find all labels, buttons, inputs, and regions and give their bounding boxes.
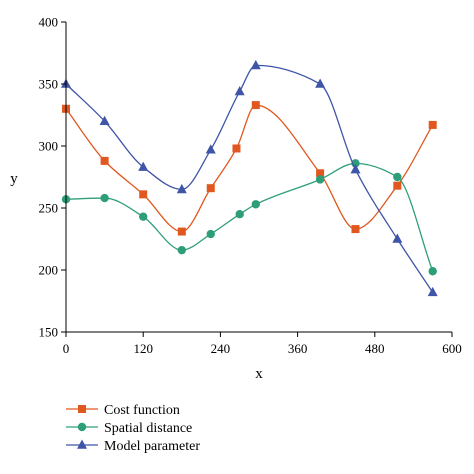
data-point-square [139,190,148,199]
x-axis-label: x [255,366,263,382]
data-point-square [100,156,109,165]
series-line [65,64,434,293]
data-point-circle [428,267,437,276]
y-tick-label: 150 [39,325,59,340]
data-point-square [177,227,186,236]
data-point-circle [235,210,244,219]
data-point-triangle [234,85,245,96]
data-point-triangle [350,164,361,174]
data-point-square [428,120,437,129]
data-point-square [251,101,260,110]
legend: Cost function Spatial distance Model param… [66,403,200,454]
x-tick-label: 0 [63,341,70,356]
series-line [65,162,434,272]
data-point-circle [139,212,148,221]
y-tick-label: 250 [39,201,59,216]
y-tick-label: 400 [39,15,59,30]
y-tick-label: 300 [39,139,59,154]
data-point-triangle [250,59,261,70]
legend-item-cost-function: Cost function [66,403,180,418]
data-point-square [351,225,360,234]
y-tick-label: 200 [39,263,59,278]
legend-marker [78,405,86,413]
data-point-triangle [205,144,216,154]
data-point-circle [100,193,109,203]
data-point-square [316,169,325,178]
data-point-square [393,181,402,190]
x-tick-label: 120 [133,341,153,356]
data-point-circle [393,172,402,182]
legend-marker [77,422,87,432]
axes: 0 120 240 360 480 600 150 200 250 300 350 400 [39,15,462,357]
legend-item-spatial-distance: Spatial distance [66,421,192,436]
data-point-circle [315,175,325,184]
legend-label: Cost function [104,403,180,418]
y-tick-label: 350 [39,77,59,92]
data-point-triangle [392,233,403,243]
series-line [65,104,434,233]
data-point-triangle [427,286,438,297]
data-point-circle [177,245,186,255]
series-spatial-distance [61,159,437,276]
data-point-square [232,144,241,153]
data-point-triangle [176,183,187,194]
plot-area [61,59,438,297]
legend-marker [77,439,87,449]
data-point-triangle [138,161,149,171]
data-point-triangle [99,115,110,125]
data-point-circle [206,229,215,239]
series-model-parameter [61,59,438,297]
data-point-square [206,184,215,193]
legend-item-model-parameter: Model parameter [66,439,200,454]
data-point-circle [251,200,260,209]
x-tick-label: 600 [442,341,462,356]
x-tick-label: 360 [288,341,308,356]
x-tick-label: 240 [211,341,231,356]
y-axis-label: y [10,171,18,187]
legend-label: Model parameter [104,439,200,454]
x-tick-label: 480 [365,341,385,356]
data-point-triangle [315,78,326,88]
legend-label: Spatial distance [104,421,192,436]
